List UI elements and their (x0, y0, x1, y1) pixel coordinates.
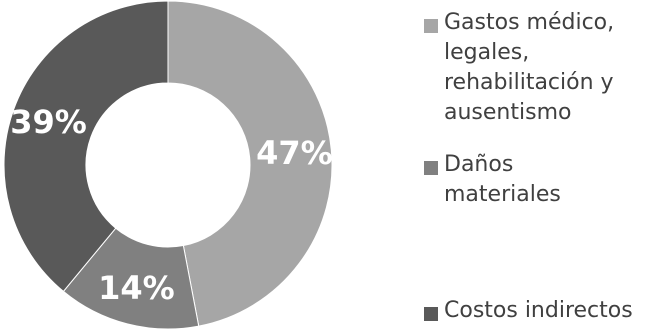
legend-swatch-danos (424, 161, 438, 175)
legend-item-costos: Costos indirectos (424, 296, 664, 326)
legend-swatch-gastos (424, 19, 438, 33)
legend-label-danos: Daños materiales (444, 152, 561, 207)
donut-chart: 47% 14% 39% (3, 0, 333, 330)
data-label-danos: 14% (98, 269, 175, 307)
legend-swatch-costos (424, 307, 438, 321)
legend-label-costos: Costos indirectos (444, 298, 633, 323)
legend-label-gastos: Gastos médico, legales, rehabilitación y… (444, 10, 615, 125)
legend-item-danos: Daños materiales (424, 150, 660, 210)
donut-slice-costos (3, 0, 169, 293)
data-label-gastos: 47% (256, 134, 333, 172)
legend-item-gastos: Gastos médico, legales, rehabilitación y… (424, 8, 660, 128)
donut-slice-gastos (167, 0, 333, 327)
data-label-costos: 39% (10, 103, 87, 141)
